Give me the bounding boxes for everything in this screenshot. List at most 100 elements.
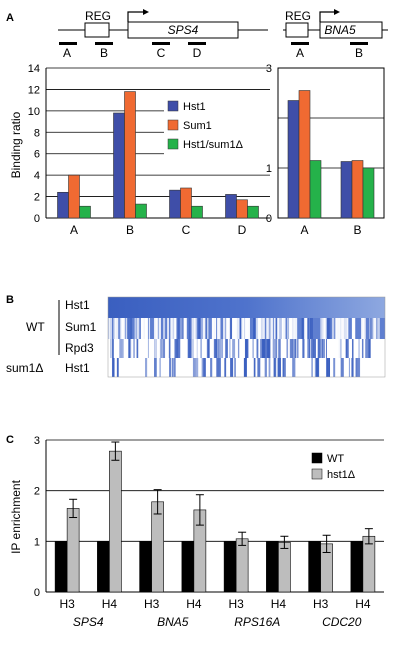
heatmap-cell xyxy=(224,358,227,377)
heatmap-cell xyxy=(345,318,348,339)
legend-label-hst1-sum1: Hst1/sum1Δ xyxy=(183,139,244,151)
heatmap-cell xyxy=(375,318,377,339)
heatmap-cell xyxy=(294,339,297,358)
heatmap-cell xyxy=(326,358,328,377)
heatmap-cell xyxy=(253,318,257,339)
y-tick-label: 0 xyxy=(266,213,272,225)
heatmap-cell xyxy=(217,318,219,339)
panel-label-a: A xyxy=(6,12,14,24)
y-tick-label: 3 xyxy=(266,63,272,75)
heatmap-cell xyxy=(171,358,174,377)
bar-wt xyxy=(308,541,321,593)
heatmap-group-label-wt: WT xyxy=(26,320,45,334)
group-label-bna5: BNA5 xyxy=(157,615,189,629)
bar-hst1- xyxy=(278,542,291,593)
heatmap-cell xyxy=(201,358,205,377)
y-tick-label: 1 xyxy=(34,536,40,548)
bar-hst1-sum1- xyxy=(309,160,322,219)
probe-c-bar xyxy=(152,42,170,45)
heatmap-cell xyxy=(153,318,155,339)
gene-label-sps4: SPS4 xyxy=(168,23,199,37)
heatmap-cell xyxy=(191,318,195,339)
heatmap-cell xyxy=(337,318,341,339)
heatmap-cell xyxy=(243,358,247,377)
heatmap-cell xyxy=(207,339,210,358)
legend-label-sum1: Sum1 xyxy=(183,120,212,132)
bar-hst1- xyxy=(362,535,376,593)
plot-frame xyxy=(277,67,385,219)
bar-hst1 xyxy=(169,189,181,219)
y-tick-label: 4 xyxy=(34,170,40,182)
heatmap-cell xyxy=(163,318,166,339)
heatmap-cell xyxy=(130,339,133,358)
heatmap-cell xyxy=(242,318,245,339)
heatmap-cell xyxy=(264,339,268,358)
heatmap-cell xyxy=(112,339,114,358)
heatmap-cell xyxy=(273,358,275,377)
heatmap-cell xyxy=(198,318,201,339)
heatmap-cell xyxy=(181,318,185,339)
heatmap-cell xyxy=(304,318,308,339)
heatmap-cell xyxy=(147,339,149,358)
heatmap-cell xyxy=(130,318,132,339)
heatmap-cell xyxy=(154,339,156,358)
probe-b-label: B xyxy=(355,46,363,60)
heatmap-row-hst1-sum1d xyxy=(108,358,385,377)
heatmap-cell xyxy=(255,318,259,339)
gene-box xyxy=(319,21,383,39)
heatmap-cell xyxy=(195,358,199,377)
heatmap-cell xyxy=(316,358,320,377)
heatmap-row-label-hst1: Hst1 xyxy=(65,298,90,312)
legend-swatch-sum1 xyxy=(167,119,179,131)
heatmap-cell xyxy=(291,339,294,358)
legend-background xyxy=(164,96,274,160)
heatmap-cell xyxy=(295,339,299,358)
heatmap-cell xyxy=(381,339,385,358)
heatmap-cell xyxy=(311,358,313,377)
heatmap-cell xyxy=(193,318,197,339)
heatmap-cell xyxy=(188,318,190,339)
heatmap-cell xyxy=(358,339,360,358)
heatmap-cell xyxy=(356,358,358,377)
heatmap-cell xyxy=(338,339,341,358)
heatmap-cell xyxy=(203,358,206,377)
legend-c: WT hst1Δ xyxy=(306,448,384,484)
heatmap-cell xyxy=(216,358,219,377)
heatmap-cell xyxy=(362,318,366,339)
heatmap-cell xyxy=(142,318,146,339)
heatmap-cell xyxy=(145,358,148,377)
bar-sum1 xyxy=(298,90,311,219)
heatmap-cell xyxy=(217,339,220,358)
heatmap-cell xyxy=(248,318,251,339)
heatmap-cell xyxy=(214,318,217,339)
y-tick-label: 8 xyxy=(34,127,40,139)
heatmap-cell xyxy=(294,318,298,339)
heatmap-cell xyxy=(214,339,218,358)
probe-d-label: D xyxy=(193,46,202,60)
y-tick-label: 2 xyxy=(34,486,40,498)
reg-box xyxy=(285,22,309,38)
heatmap-row-label-hst1-sum1d: Hst1 xyxy=(65,361,90,375)
heatmap-cell xyxy=(140,318,143,339)
heatmap-cell xyxy=(112,358,115,377)
gene-box xyxy=(127,21,239,39)
heatmap-cell xyxy=(342,339,345,358)
heatmap-cell xyxy=(339,318,343,339)
x-tick-label: H4 xyxy=(271,597,287,611)
heatmap-cell xyxy=(307,339,309,358)
heatmap-cell xyxy=(331,318,335,339)
x-tick-label: H3 xyxy=(144,597,160,611)
panel-label-c: C xyxy=(6,434,14,446)
heatmap-cell xyxy=(188,318,193,339)
group-label-cdc20: CDC20 xyxy=(322,615,362,629)
heatmap-cell xyxy=(229,318,232,339)
heatmap-cell xyxy=(189,339,193,358)
heatmap-row-hst1 xyxy=(108,297,385,318)
group-label-rps16a: RPS16A xyxy=(234,615,280,629)
heatmap-cell xyxy=(309,318,313,339)
heatmap-cell xyxy=(159,339,163,358)
heatmap-cell xyxy=(283,318,286,339)
heatmap-cell xyxy=(276,339,278,358)
reg-label: REG xyxy=(85,9,111,23)
